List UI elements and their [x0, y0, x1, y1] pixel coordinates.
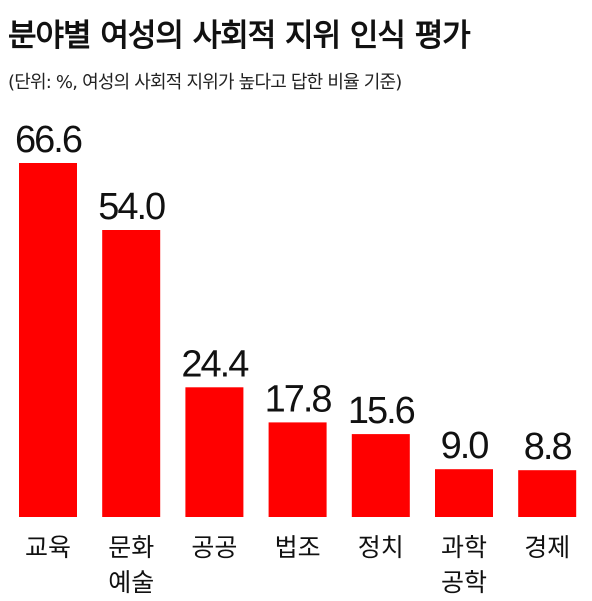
category-label-6: 경제: [524, 533, 570, 562]
category-label-5-line-1: 공학: [441, 568, 487, 597]
value-label-3: 17.8: [265, 378, 332, 420]
value-label-2: 24.4: [181, 343, 249, 385]
value-label-1: 54.0: [98, 186, 165, 228]
bar-2: [185, 387, 244, 517]
bar-6: [518, 470, 577, 517]
category-label-0: 교육: [25, 533, 71, 562]
bar-3: [268, 422, 327, 517]
value-label-0: 66.6: [15, 119, 82, 161]
chart-title: 분야별 여성의 사회적 지위 인식 평가: [8, 18, 471, 54]
bar-5: [435, 469, 493, 517]
value-label-6: 8.8: [524, 426, 572, 468]
category-label-1-line-1: 예술: [108, 568, 154, 597]
category-label-2: 공공: [191, 533, 237, 562]
chart-subtitle: (단위: %, 여성의 사회적 지위가 높다고 답한 비율 기준): [8, 72, 402, 93]
bar-0: [19, 163, 77, 517]
category-label-3: 법조: [275, 533, 321, 562]
value-label-4: 15.6: [348, 390, 415, 432]
category-label-5-line-0: 과학: [441, 533, 487, 562]
category-label-1-line-0: 문화: [108, 533, 154, 562]
bar-1: [102, 230, 161, 517]
value-label-5: 9.0: [441, 425, 489, 467]
category-label-4: 정치: [358, 533, 404, 562]
bar-4: [351, 434, 410, 517]
